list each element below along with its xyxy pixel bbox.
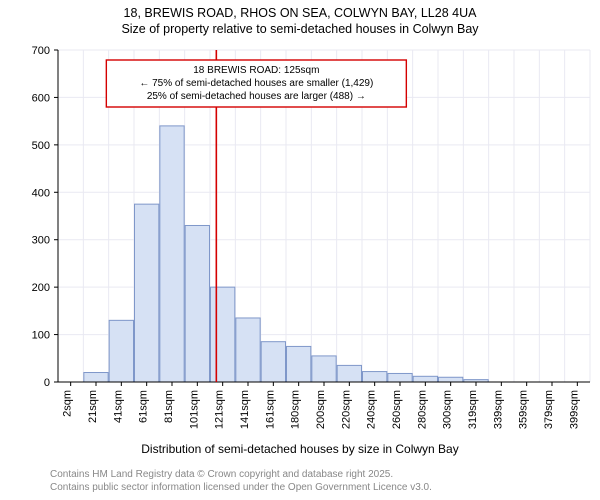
svg-text:41sqm: 41sqm	[112, 390, 124, 423]
svg-text:200sqm: 200sqm	[315, 390, 327, 429]
svg-text:400: 400	[32, 187, 50, 199]
svg-text:339sqm: 339sqm	[492, 390, 504, 429]
svg-text:2sqm: 2sqm	[62, 390, 74, 417]
page-title-line1: 18, BREWIS ROAD, RHOS ON SEA, COLWYN BAY…	[0, 6, 600, 22]
svg-text:220sqm: 220sqm	[340, 390, 352, 429]
svg-text:25% of semi-detached houses ar: 25% of semi-detached houses are larger (…	[147, 91, 366, 102]
svg-text:300sqm: 300sqm	[442, 390, 454, 429]
x-axis-label: Distribution of semi-detached houses by …	[0, 442, 600, 456]
svg-text:141sqm: 141sqm	[239, 390, 251, 429]
svg-text:0: 0	[44, 377, 50, 389]
svg-text:200: 200	[32, 282, 50, 294]
svg-text:300: 300	[32, 235, 50, 247]
attribution-line2: Contains public sector information licen…	[50, 481, 432, 494]
svg-text:18 BREWIS ROAD: 125sqm: 18 BREWIS ROAD: 125sqm	[193, 65, 319, 76]
histogram-chart: 0 100 200 300 400 500 600 700 2sqm 21sqm 41sqm 61sq…	[0, 44, 600, 442]
svg-text:260sqm: 260sqm	[391, 390, 403, 429]
attribution-line1: Contains HM Land Registry data © Crown c…	[50, 468, 432, 481]
svg-text:240sqm: 240sqm	[366, 390, 378, 429]
svg-text:280sqm: 280sqm	[416, 390, 428, 429]
svg-text:700: 700	[32, 45, 50, 57]
attribution-text: Contains HM Land Registry data © Crown c…	[50, 468, 432, 494]
svg-text:600: 600	[32, 92, 50, 104]
svg-text:100: 100	[32, 330, 50, 342]
svg-text:161sqm: 161sqm	[264, 390, 276, 429]
svg-text:359sqm: 359sqm	[518, 390, 530, 429]
svg-text:500: 500	[32, 140, 50, 152]
svg-text:101sqm: 101sqm	[188, 390, 200, 429]
svg-text:21sqm: 21sqm	[87, 390, 99, 423]
svg-text:180sqm: 180sqm	[290, 390, 302, 429]
svg-text:319sqm: 319sqm	[467, 390, 479, 429]
page-title-line2: Size of property relative to semi-detach…	[0, 22, 600, 38]
svg-text:399sqm: 399sqm	[568, 390, 580, 429]
svg-text:81sqm: 81sqm	[163, 390, 175, 423]
svg-text:61sqm: 61sqm	[138, 390, 150, 423]
svg-text:← 75% of semi-detached houses: ← 75% of semi-detached houses are smalle…	[139, 78, 373, 89]
svg-text:379sqm: 379sqm	[543, 390, 555, 429]
svg-text:121sqm: 121sqm	[214, 390, 226, 429]
chart-container: Number of semi-detached properties 01002…	[0, 44, 600, 442]
